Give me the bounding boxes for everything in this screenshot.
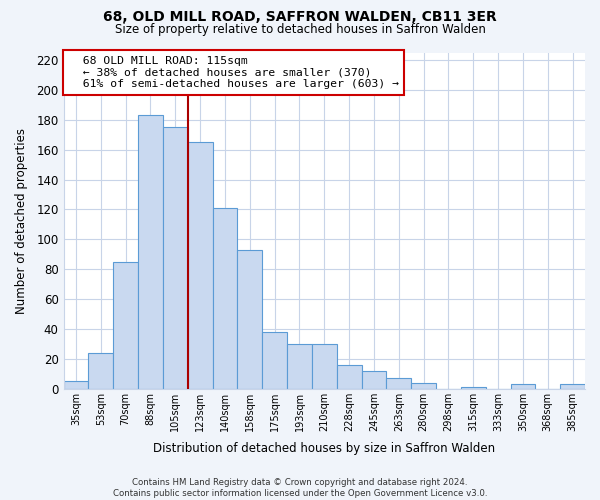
Bar xyxy=(113,262,138,388)
Bar xyxy=(64,382,88,388)
Bar xyxy=(560,384,585,388)
Bar xyxy=(212,208,238,388)
Bar xyxy=(337,365,362,388)
Bar xyxy=(262,332,287,388)
Text: 68 OLD MILL ROAD: 115sqm
  ← 38% of detached houses are smaller (370)
  61% of s: 68 OLD MILL ROAD: 115sqm ← 38% of detach… xyxy=(69,56,399,89)
Text: 68, OLD MILL ROAD, SAFFRON WALDEN, CB11 3ER: 68, OLD MILL ROAD, SAFFRON WALDEN, CB11 … xyxy=(103,10,497,24)
Bar xyxy=(238,250,262,388)
Bar xyxy=(461,387,485,388)
Bar xyxy=(511,384,535,388)
Bar xyxy=(362,371,386,388)
Y-axis label: Number of detached properties: Number of detached properties xyxy=(15,128,28,314)
Bar xyxy=(188,142,212,388)
Bar xyxy=(386,378,411,388)
Bar xyxy=(411,383,436,388)
Bar xyxy=(138,116,163,388)
Bar xyxy=(163,127,188,388)
X-axis label: Distribution of detached houses by size in Saffron Walden: Distribution of detached houses by size … xyxy=(153,442,496,455)
Bar xyxy=(312,344,337,389)
Text: Size of property relative to detached houses in Saffron Walden: Size of property relative to detached ho… xyxy=(115,22,485,36)
Bar xyxy=(287,344,312,389)
Text: Contains HM Land Registry data © Crown copyright and database right 2024.
Contai: Contains HM Land Registry data © Crown c… xyxy=(113,478,487,498)
Bar xyxy=(88,353,113,388)
